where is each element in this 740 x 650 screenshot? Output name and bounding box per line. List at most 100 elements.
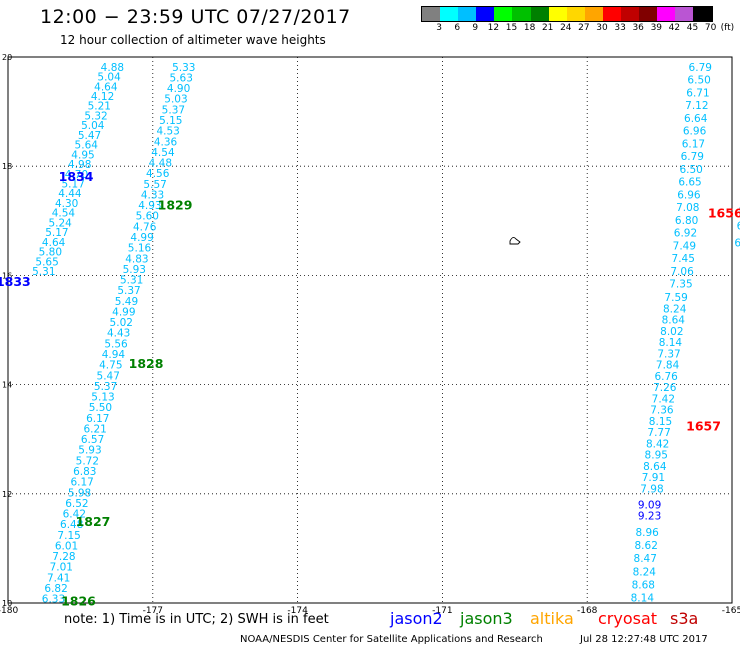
color-scale-unit: (ft) [720,23,735,33]
wave-height-point: 7.36 [650,405,674,417]
color-scale-tick-label: 45 [686,23,699,33]
wave-height-point: 5.37 [117,285,140,297]
color-scale-swatch [675,7,694,21]
wave-height-point: 8.24 [633,566,657,578]
wave-height-point: 8.64 [662,315,686,327]
wave-height-point: 5.02 [110,317,133,329]
wave-height-point: 8.14 [631,593,655,605]
wave-height-point: 5.13 [91,392,114,404]
y-tick-label: 20 [2,53,12,62]
wave-height-point: 4.36 [154,136,178,148]
legend-entry-jason3: jason3 [460,609,513,628]
wave-height-point: 4.95 [71,149,94,161]
wave-height-point: 6.42 [63,509,86,521]
wave-height-point: 4.93 [138,200,161,212]
wave-height-point: 6.21 [83,423,106,435]
color-scale-tick-label: 70 [704,23,717,33]
color-scale-swatch [548,7,567,21]
x-tick-label: -180 [0,606,18,616]
footer-generated-time: Jul 28 12:27:48 UTC 2017 [580,634,708,645]
wave-height-point: 7.28 [52,551,75,563]
y-tick-label: 10 [2,599,12,608]
pass-time-label: 1828 [129,356,164,371]
wave-height-point: 6.82 [44,583,67,595]
wave-height-point: 4.54 [151,147,175,159]
wave-height-point: 6.64 [684,113,708,125]
wave-height-point: 6. [737,221,740,233]
color-scale-tick-label: 12 [487,23,500,33]
wave-height-point: 6.50 [679,164,702,176]
wave-height-point: 8.47 [634,553,657,565]
pass-time-label: 1833 [0,274,31,289]
wave-height-point: 4.99 [130,232,153,244]
wave-height-point: 7.37 [657,348,680,360]
wave-height-point: 6.96 [677,189,701,201]
color-scale-swatch [621,7,640,21]
wave-height-point: 5.33 [172,62,195,74]
wave-height-point: 5.17 [62,179,85,191]
island-outline-icon [509,236,521,245]
wave-height-point: 7.26 [653,382,677,394]
wave-height-point: 7.45 [672,253,695,265]
y-tick-label: 14 [2,381,12,390]
color-scale-swatch [422,7,441,21]
color-scale-swatch [639,7,658,21]
wave-height-point: 6. [734,238,740,250]
wave-height-point: 8.24 [663,303,687,315]
wave-height-point: 4.88 [101,62,124,74]
wave-height-point: 7.08 [676,202,699,214]
wave-height-point: 8.14 [659,337,683,349]
wave-height-point: 4.43 [107,328,130,340]
wave-height-point: 6.96 [683,126,707,138]
y-tick-label: 18 [2,162,12,171]
wave-height-point: 4.90 [167,83,190,95]
wave-height-point: 6.33 [42,594,65,606]
wave-height-point: 8.42 [646,438,669,450]
color-scale-tick-label: 21 [541,23,554,33]
wave-height-point: 7.91 [642,472,665,484]
wave-height-point: 6.50 [687,75,710,87]
x-tick-label: -168 [577,606,598,616]
wave-height-point: 4.64 [94,81,118,93]
wave-height-point: 4.33 [141,189,164,201]
color-scale-legend: 3 6 9 12 15 18 21 24 27 30 33 36 39 42 45 70 (ft) [421,6,734,34]
wave-height-point: 6. [739,204,740,216]
color-scale-tick-label: 3 [436,23,442,33]
wave-height-point: 6.48 [60,519,83,531]
wave-height-point: 4.94 [102,349,126,361]
wave-height-point: 6.17 [86,413,109,425]
pass-time-label: 1657 [686,419,721,434]
wave-height-point: 5.65 [35,256,58,268]
color-scale-tick-label: 15 [505,23,518,33]
wave-height-point: 5.37 [162,104,185,116]
wave-height-point: 6.79 [689,62,712,74]
wave-height-point: 4.12 [91,91,114,103]
wave-height-point: 5.47 [97,370,120,382]
wave-height-point: 6.17 [70,477,93,489]
x-tick-label: -165 [722,606,740,616]
x-tick-label: -177 [143,606,163,616]
wave-height-point: 7.41 [47,572,70,584]
color-scale-swatch [693,7,712,21]
wave-height-point: 6.71 [686,87,709,99]
color-scale-tick-label: 27 [578,23,590,33]
color-scale-tick-label: 24 [560,23,572,33]
wave-height-point: 4.54 [52,208,76,220]
wave-height-point: 8.15 [649,416,672,428]
wave-height-point: 5.31 [120,275,143,287]
wave-height-point: 7.77 [647,427,670,439]
wave-height-point: 5.16 [128,243,152,255]
wave-height-point: 4.99 [112,306,135,318]
wave-height-point: 7.98 [640,483,663,495]
color-scale-tick-label: 30 [596,23,608,33]
wave-height-point: 5.63 [170,72,193,84]
wave-height-point: 5.72 [76,455,99,467]
wave-height-point: 6.57 [81,434,104,446]
wave-height-point: 5.03 [164,94,187,106]
color-scale-tick-label: 36 [632,23,644,33]
wave-height-point: 5.49 [115,296,138,308]
wave-height-point: 6.83 [73,466,96,478]
wave-height-point: 8.95 [645,450,668,462]
wave-height-point: 7.06 [670,266,694,278]
